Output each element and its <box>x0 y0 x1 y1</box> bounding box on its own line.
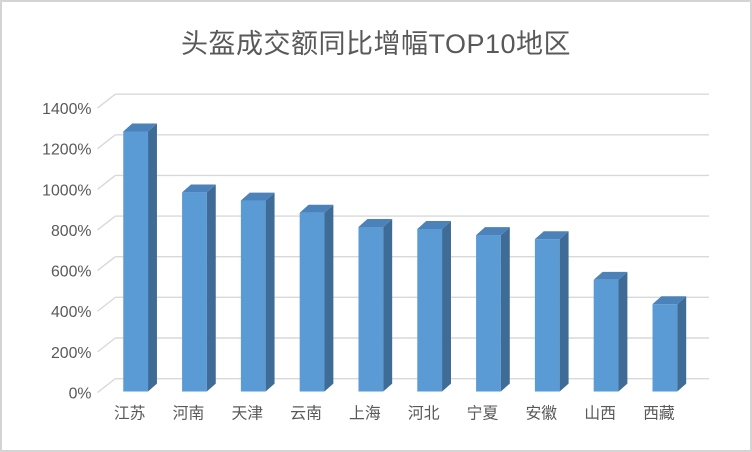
bar-top-face <box>299 204 334 213</box>
bar-宁夏 <box>476 227 510 392</box>
y-tick-label: 200% <box>51 345 92 362</box>
y-tick-connector <box>97 134 116 150</box>
bar-front-face <box>240 200 266 392</box>
bar-front-face <box>299 212 325 392</box>
x-category-label: 江苏 <box>114 404 146 422</box>
y-tick-connector <box>97 215 116 231</box>
bar-top-face <box>240 192 275 201</box>
bar-top-face <box>593 271 628 280</box>
bar-top-face <box>182 184 216 193</box>
bar-河南 <box>182 184 216 392</box>
x-category-label: 天津 <box>231 404 263 422</box>
bar-side-face <box>206 184 216 392</box>
x-axis-category-labels: 江苏 河南 天津 云南 上海 河北 宁夏 安徽 山西 西藏 <box>114 404 675 422</box>
bar-front-face <box>593 279 619 392</box>
bar-side-face <box>618 271 628 392</box>
bar-side-face <box>442 221 451 392</box>
bar-上海 <box>358 219 393 392</box>
x-category-label: 宁夏 <box>467 404 499 422</box>
y-tick-connector <box>97 378 116 394</box>
y-axis-tick-labels: 0% 200% 400% 600% 800% 1000% 1200% 1400% <box>42 101 91 402</box>
bar-side-face <box>559 231 569 392</box>
bar-top-face <box>358 219 393 227</box>
y-tick-connector <box>97 256 116 272</box>
y-tick-connector <box>97 174 116 190</box>
bar-side-face <box>677 296 687 392</box>
y-tick-label: 1400% <box>42 101 91 118</box>
chart-title: 头盔成交额同比增幅TOP10地区 <box>180 29 572 59</box>
y-tick-label: 400% <box>51 304 92 321</box>
x-category-label: 云南 <box>290 404 322 422</box>
bar-side-face <box>148 123 157 392</box>
y-tick-label: 1000% <box>42 182 91 199</box>
bar-河北 <box>417 221 451 392</box>
y-tick-label: 800% <box>51 223 92 240</box>
bar-top-face <box>534 231 569 240</box>
y-tick-connector <box>97 337 116 353</box>
bar-top-face <box>652 296 687 305</box>
bar-front-face <box>358 226 384 392</box>
x-category-label: 安徽 <box>525 404 557 422</box>
bar-front-face <box>652 304 678 392</box>
y-tick-label: 600% <box>51 264 92 281</box>
bar-front-face <box>182 192 207 392</box>
x-category-label: 河南 <box>173 404 205 422</box>
bar-front-face <box>534 239 560 392</box>
bar-top-face <box>123 123 157 132</box>
y-tick-label: 1200% <box>42 142 91 159</box>
bar-side-face <box>265 192 275 392</box>
bar-side-face <box>324 204 334 392</box>
y-tick-connector <box>97 93 116 109</box>
bar-安徽 <box>534 231 569 392</box>
bar-top-face <box>476 227 510 236</box>
y-tick-connector <box>97 296 116 312</box>
y-tick-label: 0% <box>69 385 92 402</box>
bar-江苏 <box>123 123 157 392</box>
x-category-label: 山西 <box>584 404 616 422</box>
bar-山西 <box>593 271 628 392</box>
bar-front-face <box>476 235 501 392</box>
x-category-label: 西藏 <box>643 404 675 422</box>
x-category-label: 河北 <box>408 404 440 422</box>
x-category-label: 上海 <box>349 404 381 422</box>
bar-天津 <box>240 192 275 392</box>
bars <box>123 123 687 392</box>
bar-side-face <box>500 227 510 392</box>
bar-front-face <box>417 228 443 392</box>
bar-side-face <box>383 219 393 392</box>
bar-front-face <box>123 131 149 392</box>
bar-云南 <box>299 204 334 392</box>
bar-西藏 <box>652 296 687 392</box>
bar-top-face <box>417 221 451 229</box>
